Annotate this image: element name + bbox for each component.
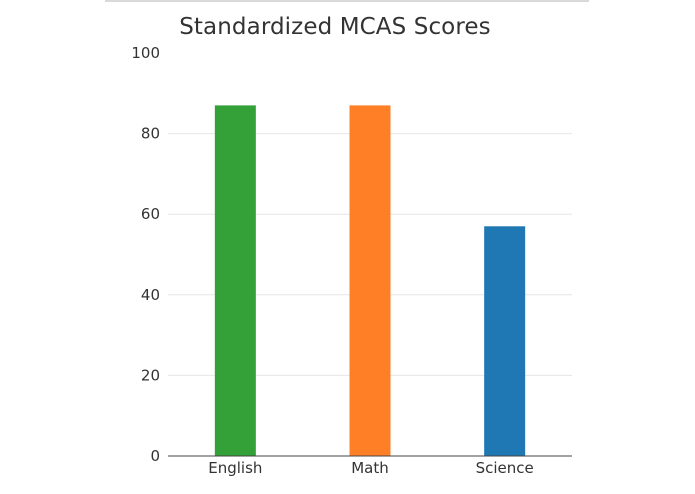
chart-title: Standardized MCAS Scores	[179, 14, 491, 40]
x-tick-label: Math	[351, 459, 389, 477]
bar-science	[484, 226, 526, 456]
bar-math	[349, 105, 391, 456]
bar-english	[214, 105, 256, 456]
y-tick-label: 0	[150, 447, 160, 465]
x-tick-label: Science	[476, 459, 534, 477]
x-tick-label: English	[208, 459, 262, 477]
y-tick-label: 100	[131, 44, 160, 62]
y-tick-label: 80	[141, 125, 160, 143]
top-divider	[105, 0, 589, 2]
y-tick-label: 60	[141, 205, 160, 223]
y-tick-label: 40	[141, 286, 160, 304]
y-tick-label: 20	[141, 366, 160, 384]
